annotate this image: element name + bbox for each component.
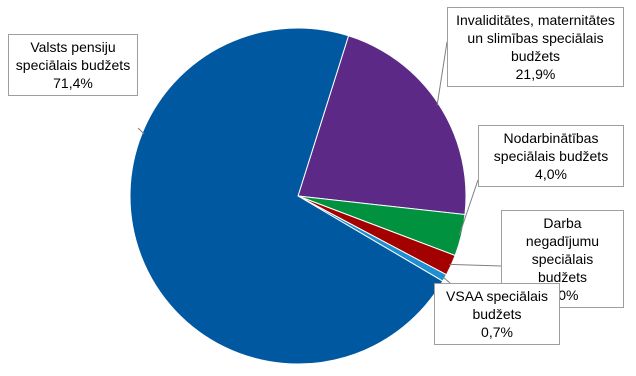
slice-label-line: Darba negadījumu — [525, 215, 600, 249]
slice-label-nodarbinatibas: Nodarbinātības speciālais budžets 4,0% — [478, 125, 624, 187]
leader-line-valsts-pensiju — [137, 127, 145, 135]
pie-slice-valsts-pensiju — [129, 27, 444, 365]
slice-label-invaliditates: Invaliditātes, maternitātes un slimības … — [447, 7, 624, 87]
leader-line-invaliditates — [436, 41, 448, 106]
slice-label-line: budžets — [472, 306, 522, 322]
pie-slices — [129, 27, 467, 365]
slice-label-line: budžets — [510, 48, 561, 64]
slice-value-label: 4,0% — [535, 166, 567, 182]
pie-slice-invaliditates — [297, 35, 467, 216]
slice-label-line: Invaliditātes, maternitātes — [456, 12, 615, 28]
slice-label-line: Valsts pensiju — [30, 39, 116, 55]
slice-label-line: VSAA speciālais — [446, 288, 548, 304]
slice-label-darba-negadijumu: Darba negadījumu speciālais budžets 2,0% — [501, 210, 624, 308]
slice-label-line: speciālais budžets — [493, 148, 609, 164]
leader-line-darba-negadijumu — [449, 263, 502, 267]
leader-lines — [137, 41, 502, 284]
slice-label-line: un slimības speciālais — [467, 30, 604, 46]
slice-label-valsts-pensiju: Valsts pensiju speciālais budžets 71,4% — [8, 34, 138, 96]
slice-label-line: Nodarbinātības — [503, 130, 599, 146]
slice-value-label: 0,7% — [481, 324, 513, 340]
slice-label-vsaa: VSAA speciālais budžets 0,7% — [434, 283, 560, 345]
slice-value-label: 21,9% — [515, 66, 556, 82]
slice-value-label: 71,4% — [53, 75, 93, 91]
leader-line-nodarbinatibas — [458, 179, 479, 236]
leader-line-vsaa — [442, 276, 451, 284]
slice-label-line: speciālais budžets — [15, 57, 131, 73]
slice-label-line: speciālais budžets — [531, 251, 594, 285]
